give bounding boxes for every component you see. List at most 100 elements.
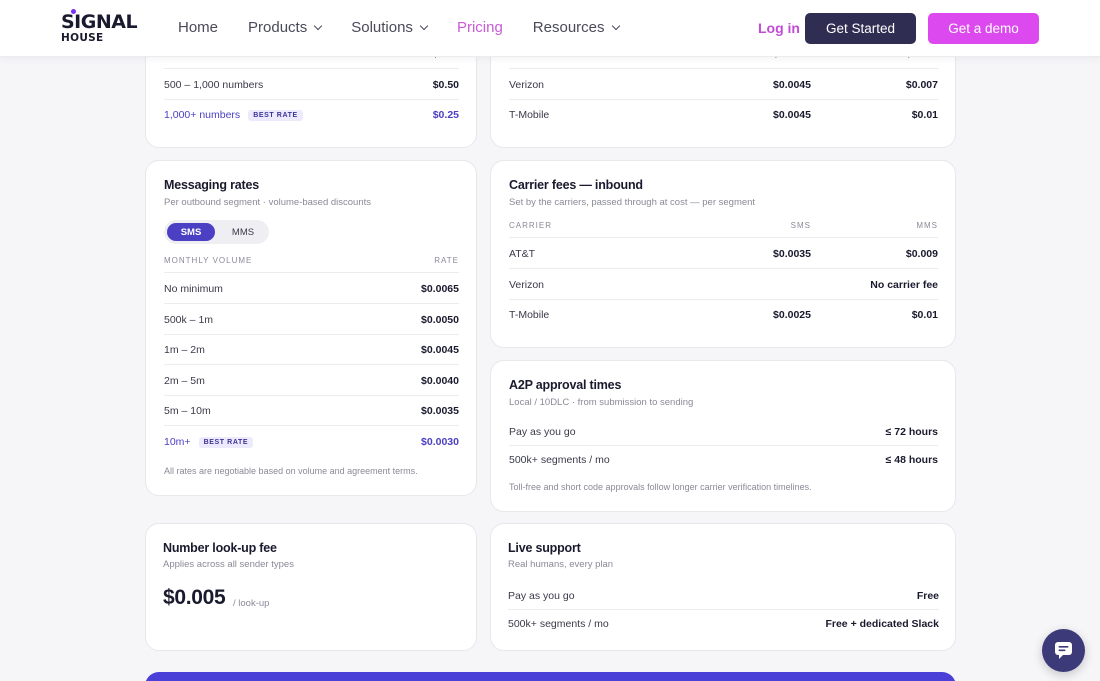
sms-mms-toggle: SMS MMS: [164, 220, 269, 244]
chat-bubble-icon: [1055, 642, 1072, 659]
table-row: 10m+ BEST RATE $0.0030: [164, 427, 459, 457]
table-row: Pay as you go ≤ 72 hours: [509, 419, 938, 446]
table-row: T-Mobile $0.0025 $0.01: [509, 300, 938, 330]
card-subtitle: Local / 10DLC · from submission to sendi…: [509, 397, 694, 408]
header-carrier: CARRIER: [509, 221, 553, 230]
card-subtitle: Applies across all sender types: [163, 559, 294, 570]
nav-products[interactable]: Products: [248, 19, 323, 36]
sms-fee: $0.0025: [773, 309, 811, 321]
carrier-name: Verizon: [509, 278, 545, 291]
carrier-name: T-Mobile: [509, 309, 550, 321]
row-label: 1m – 2m: [164, 343, 205, 356]
nav-pricing[interactable]: Pricing: [457, 19, 503, 36]
row-label: Pay as you go: [509, 426, 576, 438]
row-label: 1,000+ numbers: [164, 109, 241, 121]
card-title: Messaging rates: [164, 178, 259, 192]
get-started-button[interactable]: Get Started: [805, 13, 916, 44]
card-title: Live support: [508, 541, 581, 555]
table-row: 500k+ segments / mo ≤ 48 hours: [509, 446, 938, 473]
best-rate-badge: BEST RATE: [198, 437, 254, 448]
row-label: Pay as you go: [508, 590, 575, 602]
card-subtitle: Real humans, every plan: [508, 559, 614, 570]
nav-resources-label: Resources: [532, 19, 605, 36]
table-row: 1m – 2m $0.0045: [164, 335, 459, 365]
number-lookup-card: Number look-up fee Applies across all se…: [145, 523, 477, 651]
carrier-name: T-Mobile: [509, 109, 550, 121]
table-row: T-Mobile $0.0045 $0.01: [509, 100, 938, 130]
row-label: 500 – 1,000 numbers: [164, 78, 264, 91]
header-mms: MMS: [916, 221, 938, 230]
mms-fee: $0.009: [905, 247, 938, 260]
carrier-fees-inbound-card: Carrier fees — inbound Set by the carrie…: [490, 160, 956, 348]
row-value: ≤ 72 hours: [885, 426, 938, 438]
nav-home-label: Home: [178, 19, 219, 36]
row-value: ≤ 48 hours: [885, 453, 938, 466]
table-row: Pay as you go Free: [508, 583, 939, 610]
row-value: $0.0065: [421, 282, 459, 295]
lookup-unit: / look-up: [233, 598, 270, 609]
mms-fee: $0.01: [911, 309, 938, 321]
chevron-down-icon: [313, 21, 323, 30]
nav-solutions-label: Solutions: [351, 19, 413, 36]
bottom-banner: [145, 672, 956, 681]
card-subtitle: Per outbound segment · volume-based disc…: [164, 197, 372, 208]
row-label: 500k – 1m: [164, 313, 214, 326]
nav-products-label: Products: [248, 19, 308, 36]
card-subtitle: Set by the carriers, passed through at c…: [509, 197, 756, 208]
get-demo-button[interactable]: Get a demo: [928, 13, 1039, 44]
row-label: 5m – 10m: [164, 404, 211, 417]
header-sms: SMS: [790, 221, 811, 230]
logo-text-house: HOUSE: [61, 32, 104, 44]
a2p-approval-card: A2P approval times Local / 10DLC · from …: [490, 360, 956, 512]
table-row: 500 – 1,000 numbers $0.50: [164, 70, 459, 100]
row-label: No minimum: [164, 282, 223, 295]
table-row: 500k – 1m $0.0050: [164, 305, 459, 335]
login-link[interactable]: Log in: [758, 20, 800, 36]
no-carrier-fee-text: No carrier fee: [870, 278, 938, 291]
toggle-mms[interactable]: MMS: [231, 226, 255, 238]
row-value: $0.0035: [421, 404, 459, 417]
table-row: 500k+ segments / mo Free + dedicated Sla…: [508, 610, 939, 637]
header-monthly-volume: MONTHLY VOLUME: [164, 256, 253, 265]
toggle-sms[interactable]: SMS: [167, 223, 215, 241]
mms-fee: $0.01: [911, 109, 938, 121]
chat-button[interactable]: [1042, 629, 1085, 672]
carrier-name: Verizon: [509, 78, 545, 91]
carrier-name: AT&T: [509, 247, 536, 260]
sms-fee: $0.0045: [773, 109, 811, 121]
chevron-down-icon: [611, 21, 620, 30]
nav-home[interactable]: Home: [178, 19, 218, 36]
messaging-rates-card: Messaging rates Per outbound segment · v…: [145, 160, 477, 496]
mms-fee: $0.007: [905, 78, 938, 91]
row-value: $0.0030: [421, 436, 459, 448]
best-rate-badge: BEST RATE: [248, 110, 303, 121]
nav-resources[interactable]: Resources: [532, 19, 620, 36]
table-header: MONTHLY VOLUME RATE: [164, 249, 459, 273]
table-header: CARRIER SMS MMS: [509, 214, 938, 238]
row-label: 500k+ segments / mo: [509, 453, 610, 466]
row-label: 500k+ segments / mo: [508, 617, 609, 630]
table-row: 2m – 5m $0.0040: [164, 366, 459, 396]
top-navbar: SIGNAL HOUSE Home Products Solutions Pri…: [0, 0, 1100, 57]
approval-note: Toll-free and short code approvals follo…: [509, 482, 812, 492]
table-row: No minimum $0.0065: [164, 274, 459, 304]
row-value: Free: [916, 590, 939, 602]
card-title: A2P approval times: [509, 378, 622, 392]
sms-fee: $0.0035: [773, 247, 811, 260]
row-value: $0.0050: [421, 313, 459, 326]
row-value: $0.50: [432, 78, 459, 91]
table-row: Verizon $0.0045 $0.007: [509, 70, 938, 100]
rates-note: All rates are negotiable based on volume…: [164, 466, 418, 476]
row-value: Free + dedicated Slack: [825, 617, 939, 630]
live-support-card: Live support Real humans, every plan Pay…: [490, 523, 956, 651]
signal-house-logo[interactable]: SIGNAL HOUSE: [61, 9, 138, 44]
row-value: $0.25: [432, 109, 459, 121]
row-value: $0.0040: [421, 374, 459, 387]
row-value: $0.0045: [421, 343, 459, 356]
sms-fee: $0.0045: [773, 78, 811, 91]
table-row: 5m – 10m $0.0035: [164, 396, 459, 426]
nav-solutions[interactable]: Solutions: [351, 19, 429, 36]
lookup-price: $0.005: [163, 586, 226, 609]
card-title: Carrier fees — inbound: [509, 178, 643, 192]
row-label: 10m+: [164, 436, 191, 448]
